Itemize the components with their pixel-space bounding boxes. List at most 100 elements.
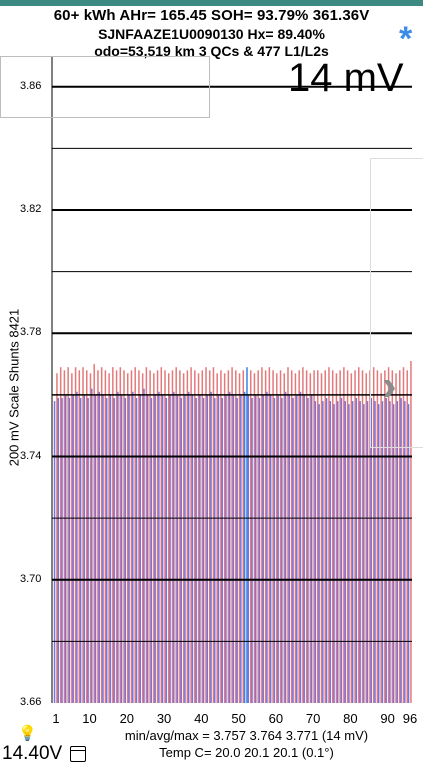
y-tick-label: 3.82	[20, 203, 42, 216]
spread-label: 14 mV	[288, 56, 404, 100]
max-bar	[235, 370, 237, 703]
side-panel-handle[interactable]	[370, 158, 423, 448]
max-bar	[328, 367, 330, 703]
min-bar	[277, 394, 279, 703]
max-bar	[119, 367, 122, 703]
max-bar	[108, 373, 110, 703]
min-bar	[139, 394, 142, 703]
max-bar	[279, 370, 282, 703]
x-tick-label: 1	[52, 711, 60, 726]
overlay-panel[interactable]	[0, 56, 210, 118]
max-bar	[257, 370, 259, 703]
max-bar	[86, 370, 88, 703]
min-bar	[120, 394, 123, 703]
min-bar	[377, 404, 380, 703]
min-bar	[392, 404, 395, 703]
max-bar	[145, 367, 148, 703]
max-bar	[227, 370, 230, 703]
max-bar	[134, 367, 136, 703]
max-bar	[74, 367, 77, 703]
y-tick-label: 3.74	[20, 449, 42, 462]
max-bar	[56, 373, 58, 703]
min-bar	[225, 394, 227, 703]
min-bar	[187, 391, 190, 703]
max-bar	[290, 370, 293, 703]
max-bar	[343, 367, 345, 703]
max-bar	[149, 370, 151, 703]
y-tick-label: 3.70	[20, 572, 42, 585]
max-bar	[294, 373, 297, 703]
min-bar	[255, 394, 257, 703]
min-bar	[169, 394, 171, 703]
min-bar	[266, 391, 268, 703]
max-bar	[402, 367, 405, 703]
max-bar	[216, 373, 218, 703]
min-bar	[262, 394, 264, 703]
max-bar	[238, 373, 241, 703]
min-bar	[158, 391, 160, 703]
min-bar	[303, 394, 305, 703]
min-bar	[404, 401, 406, 703]
min-bar	[322, 401, 324, 703]
max-bar	[201, 370, 204, 703]
temperature-stats: Temp C= 20.0 20.1 20.1 (0.1°)	[159, 745, 334, 760]
max-bar	[182, 373, 185, 703]
voltage-stats: min/avg/max = 3.757 3.764 3.771 (14 mV)	[124, 728, 369, 743]
max-bar	[164, 370, 166, 703]
max-bar	[112, 367, 114, 703]
pack-voltage: 14.40V	[2, 743, 63, 764]
max-bar	[410, 361, 412, 703]
min-bar	[310, 394, 313, 703]
min-bar	[351, 401, 354, 703]
asterisk-icon[interactable]: *	[399, 20, 413, 58]
vin-health: SJNFAAZE1U0090130 Hx= 89.40%	[98, 26, 325, 42]
max-bar	[317, 370, 319, 703]
min-bar	[228, 391, 231, 703]
max-bar	[167, 373, 170, 703]
max-bar	[71, 373, 73, 703]
x-tick-label: 60	[268, 711, 284, 726]
min-bar	[299, 391, 302, 703]
max-bar	[194, 370, 196, 703]
header-bar	[0, 0, 423, 6]
min-bar	[307, 398, 309, 703]
min-bar	[91, 388, 93, 703]
min-bar	[240, 394, 242, 703]
min-bar	[389, 401, 391, 703]
max-bar	[309, 373, 312, 703]
min-bar	[128, 394, 130, 703]
min-bar	[359, 401, 361, 703]
max-bar	[223, 373, 226, 703]
min-bar	[284, 391, 287, 703]
calendar-icon[interactable]	[70, 746, 86, 762]
max-bar	[130, 370, 133, 703]
min-bar	[143, 388, 145, 703]
max-bar	[313, 370, 315, 703]
min-bar	[173, 391, 175, 703]
min-bar	[195, 398, 197, 703]
x-tick-label: 96	[402, 711, 418, 726]
min-bar	[83, 394, 86, 703]
max-bar	[197, 373, 200, 703]
x-tick-label: 50	[231, 711, 246, 726]
lightbulb-icon[interactable]: 💡	[18, 725, 37, 742]
min-bar	[232, 394, 235, 703]
max-bar	[175, 367, 177, 703]
max-bar	[335, 373, 338, 703]
max-bar	[350, 373, 353, 703]
max-bar	[320, 373, 323, 703]
min-bar	[363, 404, 365, 703]
min-bar	[113, 398, 115, 703]
min-bar	[318, 404, 320, 703]
min-bar	[64, 394, 67, 703]
max-bar	[153, 373, 155, 703]
min-bar	[210, 391, 212, 703]
min-bar	[135, 398, 138, 703]
min-bar	[72, 394, 74, 703]
chevron-right-icon[interactable]: ›	[382, 361, 397, 410]
max-bar	[171, 370, 174, 703]
max-bar	[305, 370, 308, 703]
max-bar	[253, 373, 256, 703]
min-bar	[407, 404, 410, 703]
max-bar	[268, 367, 271, 703]
